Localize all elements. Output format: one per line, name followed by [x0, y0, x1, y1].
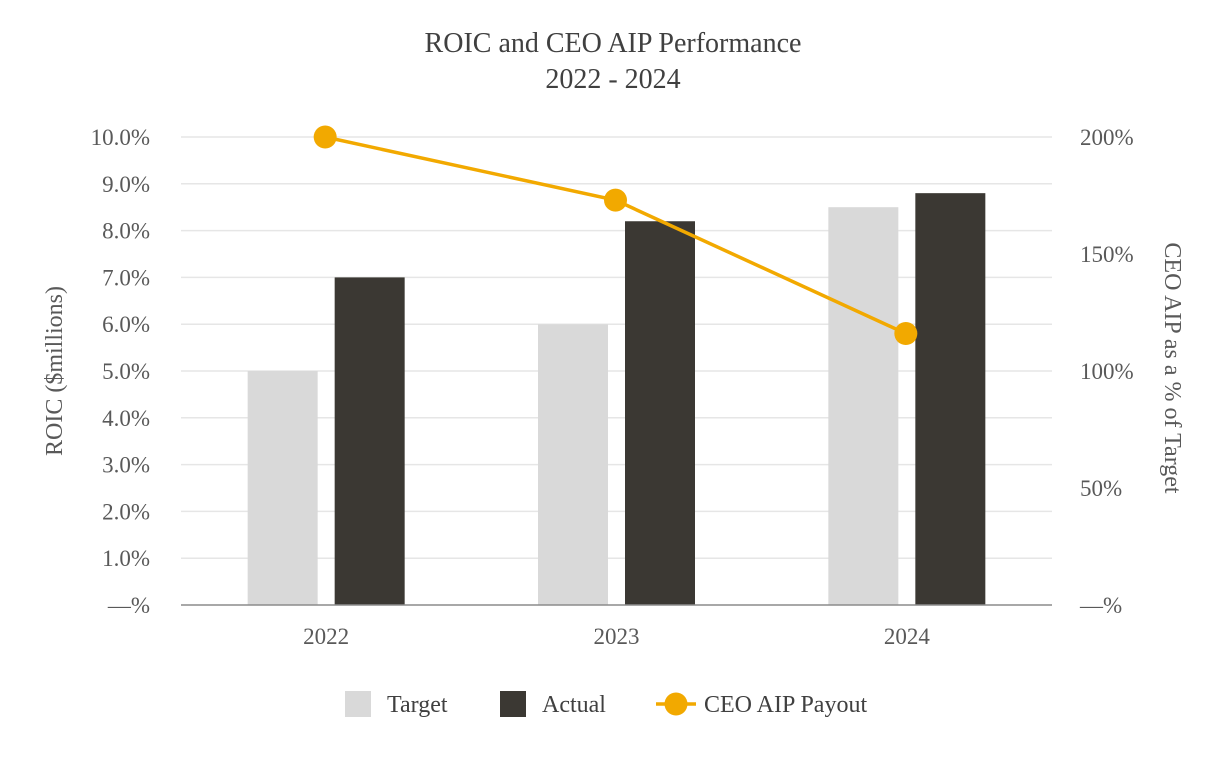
bar-actual	[334, 277, 405, 605]
legend: Target Actual CEO AIP Payout	[345, 691, 867, 718]
y-tick-label: —%	[107, 593, 150, 618]
y-tick-label: 4.0%	[102, 406, 150, 431]
y-tick-label: 7.0%	[102, 265, 150, 290]
legend-marker	[664, 692, 688, 716]
y-tick-label: 3.0%	[102, 453, 150, 478]
payout-line-path	[324, 135, 907, 336]
bar-target	[247, 371, 318, 605]
x-tick-label: 2023	[594, 624, 640, 649]
bar-target	[828, 207, 899, 605]
right-axis-ticks: —% 50% 100% 150% 200%	[1079, 125, 1134, 618]
x-axis-ticks: 2022 2023 2024	[303, 624, 930, 649]
payout-point	[604, 188, 627, 212]
payout-point	[313, 125, 337, 149]
bars	[247, 193, 986, 606]
legend-label: Target	[387, 692, 448, 718]
bar-actual	[915, 193, 986, 605]
legend-swatch	[345, 691, 371, 717]
payout-line	[313, 125, 918, 346]
y-tick-label: 1.0%	[102, 546, 150, 571]
y-axis-label: ROIC ($millions)	[42, 286, 68, 456]
y-tick-label: 10.0%	[91, 125, 150, 150]
y-tick-label: 2.0%	[102, 499, 150, 524]
left-axis-ticks: —% 1.0% 2.0% 3.0% 4.0% 5.0% 6.0% 7.0% 8.0% 9.0% 10…	[91, 125, 150, 618]
x-tick-label: 2022	[303, 624, 349, 649]
y2-tick-label: —%	[1079, 593, 1122, 618]
y-tick-label: 8.0%	[102, 219, 150, 244]
legend-label: Actual	[542, 692, 606, 718]
y-tick-label: 5.0%	[102, 359, 150, 384]
x-tick-label: 2024	[884, 624, 931, 649]
chart-title: ROIC and CEO AIP Performance	[425, 28, 802, 59]
y2-tick-label: 150%	[1080, 242, 1134, 267]
y2-axis-label: CEO AIP as a % of Target	[1159, 242, 1185, 494]
legend-label: CEO AIP Payout	[704, 692, 867, 718]
payout-point	[894, 322, 918, 346]
bar-actual	[625, 221, 695, 606]
legend-swatch	[500, 691, 526, 717]
y2-tick-label: 50%	[1080, 476, 1122, 501]
y2-tick-label: 200%	[1080, 125, 1134, 150]
gridlines	[181, 136, 1052, 559]
bar-target	[538, 324, 608, 605]
y-tick-label: 9.0%	[102, 172, 150, 197]
y-tick-label: 6.0%	[102, 312, 150, 337]
y2-tick-label: 100%	[1080, 359, 1134, 384]
chart-subtitle: 2022 - 2024	[545, 64, 680, 95]
